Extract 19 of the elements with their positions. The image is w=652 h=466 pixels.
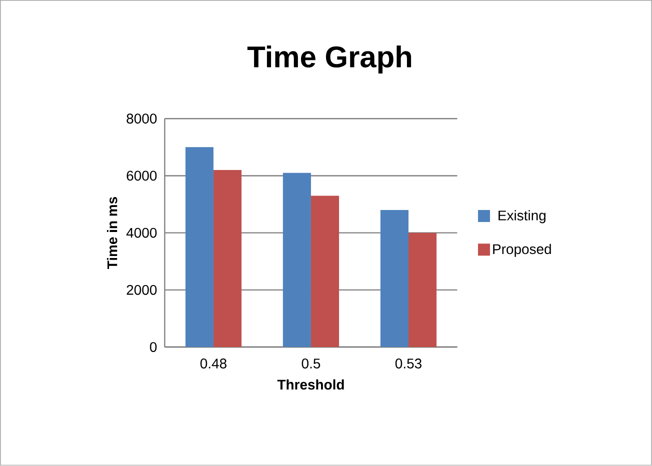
bar — [380, 210, 408, 348]
bar — [213, 170, 242, 348]
bar — [282, 173, 311, 348]
y-tick-label: 8000 — [126, 114, 157, 124]
x-tick-label: 0.5 — [302, 358, 320, 369]
y-tick-label: 0 — [150, 342, 157, 352]
legend-label: Proposed — [493, 244, 551, 258]
bar — [185, 147, 214, 348]
bar — [408, 232, 437, 348]
y-tick-label: 6000 — [126, 170, 157, 181]
y-axis-title: Time in ms — [106, 197, 118, 270]
x-tick-label: 0.53 — [395, 358, 422, 369]
bar — [310, 196, 340, 348]
y-tick-label: 2000 — [126, 285, 157, 296]
x-axis-title: Threshold — [277, 379, 344, 390]
chart-title: Time Graph — [247, 46, 412, 74]
legend-label: Existing — [498, 210, 546, 224]
y-tick-label: 4000 — [126, 228, 157, 238]
x-tick-label: 0.48 — [200, 358, 226, 369]
